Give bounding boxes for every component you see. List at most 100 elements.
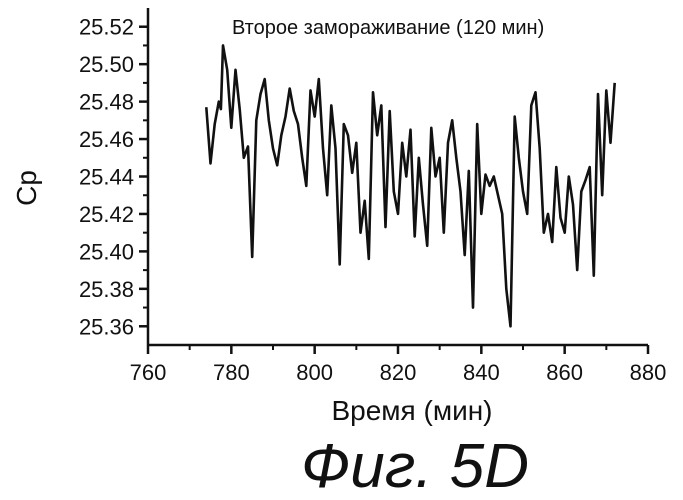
data-point	[409, 129, 411, 131]
y-tick-label: 25.44	[79, 165, 134, 190]
y-tick-label: 25.40	[79, 239, 134, 264]
x-tick-label: 820	[380, 360, 417, 385]
data-point	[405, 175, 407, 177]
data-point	[459, 190, 461, 192]
data-point	[514, 115, 516, 117]
data-point	[418, 157, 420, 159]
data-point	[220, 108, 222, 110]
data-point	[364, 200, 366, 202]
series-line	[205, 44, 616, 328]
data-point	[259, 93, 261, 95]
x-tick-label: 880	[630, 360, 667, 385]
x-tick-label: 840	[463, 360, 500, 385]
data-point	[209, 162, 211, 164]
data-point	[439, 157, 441, 159]
data-point	[334, 147, 336, 149]
data-point	[589, 166, 591, 168]
data-point	[526, 213, 528, 215]
data-point	[297, 123, 299, 125]
data-point	[472, 306, 474, 308]
data-point	[276, 164, 278, 166]
data-point	[614, 82, 616, 84]
x-tick-labels: 760 780 800 820 840 860 880	[130, 360, 667, 385]
x-tick-label: 860	[546, 360, 583, 385]
data-point	[414, 235, 416, 237]
y-tick-label: 25.48	[79, 90, 134, 115]
data-point	[580, 190, 582, 192]
data-point	[484, 173, 486, 175]
y-tick-label: 25.46	[79, 127, 134, 152]
data-point	[493, 175, 495, 177]
data-point	[343, 123, 345, 125]
y-axis-title: Cp	[11, 170, 42, 206]
data-point	[601, 194, 603, 196]
data-point	[468, 170, 470, 172]
data-point	[347, 134, 349, 136]
data-point	[230, 127, 232, 129]
y-tick-label: 25.42	[79, 202, 134, 227]
data-point	[480, 213, 482, 215]
data-point	[551, 241, 553, 243]
data-point	[401, 142, 403, 144]
data-point	[593, 275, 595, 277]
y-tick-label: 25.50	[79, 52, 134, 77]
data-point	[509, 325, 511, 327]
x-axis-title: Время (мин)	[331, 395, 492, 426]
data-point	[568, 175, 570, 177]
chart-axes	[139, 8, 650, 354]
data-point	[247, 145, 249, 147]
data-point	[284, 115, 286, 117]
data-point	[280, 134, 282, 136]
data-point	[205, 106, 207, 108]
data-point	[434, 175, 436, 177]
data-point	[530, 104, 532, 106]
data-point	[234, 69, 236, 71]
data-point	[376, 134, 378, 136]
data-point	[455, 157, 457, 159]
data-point	[326, 194, 328, 196]
data-point	[605, 89, 607, 91]
data-point	[389, 110, 391, 112]
x-tick-label: 780	[213, 360, 250, 385]
data-point	[322, 147, 324, 149]
data-point	[222, 44, 224, 46]
data-point	[214, 123, 216, 125]
data-point	[597, 93, 599, 95]
data-point	[368, 258, 370, 260]
data-point	[293, 110, 295, 112]
data-point	[384, 226, 386, 228]
data-point	[501, 213, 503, 215]
data-point	[339, 263, 341, 265]
data-point	[355, 142, 357, 144]
data-point	[518, 157, 520, 159]
data-point	[330, 104, 332, 106]
data-point	[555, 166, 557, 168]
data-point	[218, 100, 220, 102]
data-point	[447, 142, 449, 144]
data-point	[268, 119, 270, 121]
data-point	[318, 78, 320, 80]
data-point	[576, 269, 578, 271]
data-point	[289, 87, 291, 89]
data-point	[534, 91, 536, 93]
data-point	[372, 91, 374, 93]
data-point	[559, 217, 561, 219]
data-point	[251, 256, 253, 258]
data-point	[584, 179, 586, 181]
data-point	[489, 185, 491, 187]
data-point	[547, 213, 549, 215]
y-tick-label: 25.38	[79, 277, 134, 302]
data-point	[476, 123, 478, 125]
data-point	[314, 115, 316, 117]
data-point	[301, 157, 303, 159]
data-point	[564, 232, 566, 234]
data-point	[451, 119, 453, 121]
chart-annotation: Второе замораживание (120 мин)	[232, 17, 544, 39]
data-point	[497, 194, 499, 196]
data-point	[505, 288, 507, 290]
data-point	[359, 232, 361, 234]
data-point	[393, 190, 395, 192]
x-tick-label: 760	[130, 360, 167, 385]
data-point	[572, 203, 574, 205]
